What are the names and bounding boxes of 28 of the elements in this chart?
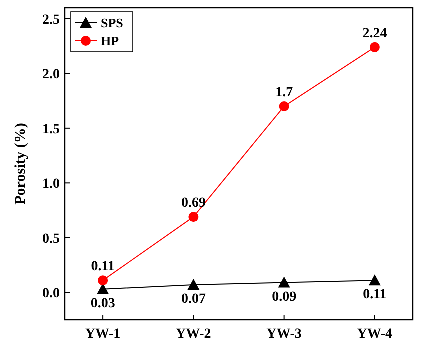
point: [368, 274, 381, 286]
legend-label: SPS: [101, 16, 124, 31]
data-label: 0.07: [181, 292, 206, 307]
data-label: 0.11: [363, 288, 387, 303]
x-tick-label: YW-3: [266, 327, 302, 342]
legend-label: HP: [101, 34, 120, 49]
data-label: 0.03: [90, 296, 116, 312]
y-tick-label: 2.5: [42, 12, 60, 28]
point: [279, 102, 290, 112]
y-tick-label: 0.5: [42, 232, 60, 247]
point: [278, 276, 290, 288]
point: [188, 278, 200, 290]
data-label: 0.09: [272, 290, 297, 305]
data-label: 0.11: [91, 260, 115, 275]
y-tick-label: 1.0: [42, 177, 60, 192]
point: [370, 42, 380, 52]
data-label: 0.69: [181, 196, 206, 212]
y-tick-label: 1.5: [42, 122, 60, 138]
data-label: 1.7: [276, 86, 294, 101]
x-tick-label: YW-4: [357, 327, 393, 342]
y-axis-title: Porosity (%): [13, 123, 29, 205]
x-tick-label: YW-1: [85, 327, 121, 342]
x-tick-label: YW-2: [176, 327, 212, 342]
data-label: 2.24: [362, 26, 388, 42]
y-tick-label: 0.0: [42, 286, 60, 302]
point: [98, 276, 108, 286]
point: [188, 212, 199, 222]
y-tick-label: 2.0: [42, 68, 60, 83]
